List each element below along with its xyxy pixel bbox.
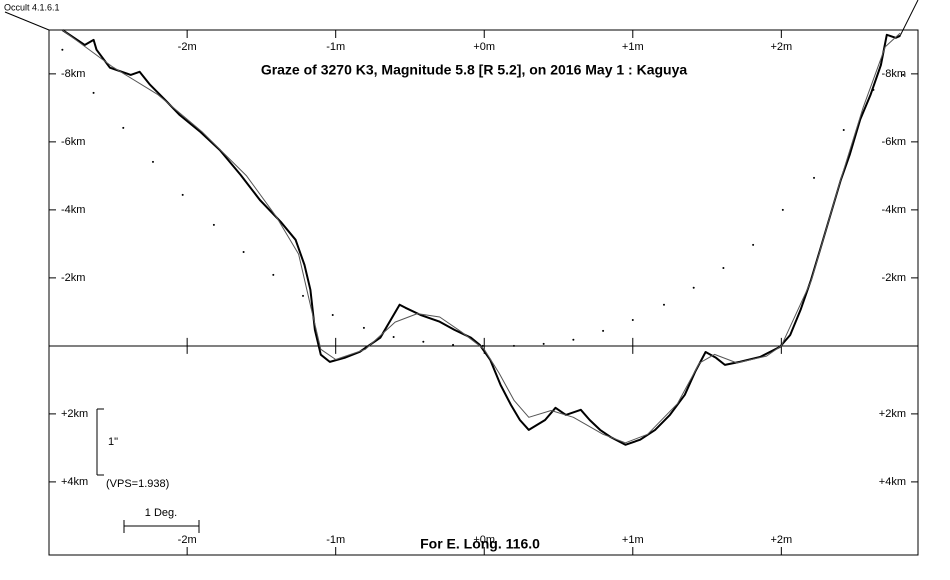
profile-line xyxy=(61,29,901,446)
limb-dot xyxy=(151,160,154,163)
y-tick-label: -2km xyxy=(882,272,906,284)
limb-dot xyxy=(122,126,125,129)
x-tick-label: -1m xyxy=(326,41,345,53)
x-tick-label: +0m xyxy=(473,41,495,53)
limb-dot xyxy=(481,344,484,347)
limb-dot xyxy=(242,251,245,254)
chart-title: Graze of 3270 K3, Magnitude 5.8 [R 5.2],… xyxy=(261,62,688,78)
y-tick-label: -4km xyxy=(61,204,85,216)
limb-dot xyxy=(181,193,184,196)
y-tick-label: -2km xyxy=(61,272,85,284)
y-tick-label: -8km xyxy=(61,68,85,80)
plot-frame xyxy=(48,29,919,556)
limb-dot xyxy=(452,343,455,346)
limb-dot xyxy=(572,338,575,341)
y-tick-label: +2km xyxy=(61,408,88,420)
limb-dot xyxy=(272,273,275,276)
limb-dot xyxy=(722,267,725,270)
software-label: Occult 4.1.6.1 xyxy=(4,2,60,12)
y-tick-label: +4km xyxy=(879,476,906,488)
limb-dot xyxy=(392,336,395,339)
limb-dot xyxy=(813,176,816,179)
x-tick-label: +1m xyxy=(622,41,644,53)
limb-dot xyxy=(631,319,634,322)
x-tick-label: -1m xyxy=(326,534,345,546)
limb-dot xyxy=(212,223,215,226)
pointer-line xyxy=(899,0,919,37)
limb-dot xyxy=(422,340,425,343)
x-tick-label: +1m xyxy=(622,534,644,546)
degree-label: 1 Deg. xyxy=(145,507,177,519)
y-tick-label: -6km xyxy=(61,136,85,148)
limb-dot xyxy=(902,73,905,76)
limb-dot xyxy=(61,48,64,51)
y-tick-label: -4km xyxy=(882,204,906,216)
limb-dot xyxy=(542,342,545,345)
scale-label: 1" xyxy=(108,436,118,448)
x-tick-label: +0m xyxy=(473,534,495,546)
limb-dot xyxy=(692,286,695,289)
x-tick-label: +2m xyxy=(770,41,792,53)
limb-dot xyxy=(92,91,95,94)
limb-dot xyxy=(781,208,784,211)
x-tick-label: -2m xyxy=(178,41,197,53)
y-tick-label: -8km xyxy=(882,68,906,80)
limb-dot xyxy=(872,88,875,91)
pointer-line xyxy=(4,11,50,31)
limb-dot xyxy=(752,243,755,246)
scale-bar xyxy=(96,408,200,533)
y-tick-label: +4km xyxy=(61,476,88,488)
limb-dot xyxy=(602,329,605,332)
x-tick-label: +2m xyxy=(770,534,792,546)
limb-dot xyxy=(512,344,515,347)
limb-dot xyxy=(662,303,665,306)
limb-dot xyxy=(302,294,305,297)
footer: For E. Long. 116.0 xyxy=(420,536,540,552)
limb-dot xyxy=(331,313,334,316)
x-tick-label: -2m xyxy=(178,534,197,546)
limb-dot xyxy=(362,326,365,329)
vps-label: (VPS=1.938) xyxy=(106,478,169,490)
y-tick-label: -6km xyxy=(882,136,906,148)
smooth-profile-line xyxy=(62,29,901,444)
limb-dot xyxy=(842,128,845,131)
y-tick-label: +2km xyxy=(879,408,906,420)
